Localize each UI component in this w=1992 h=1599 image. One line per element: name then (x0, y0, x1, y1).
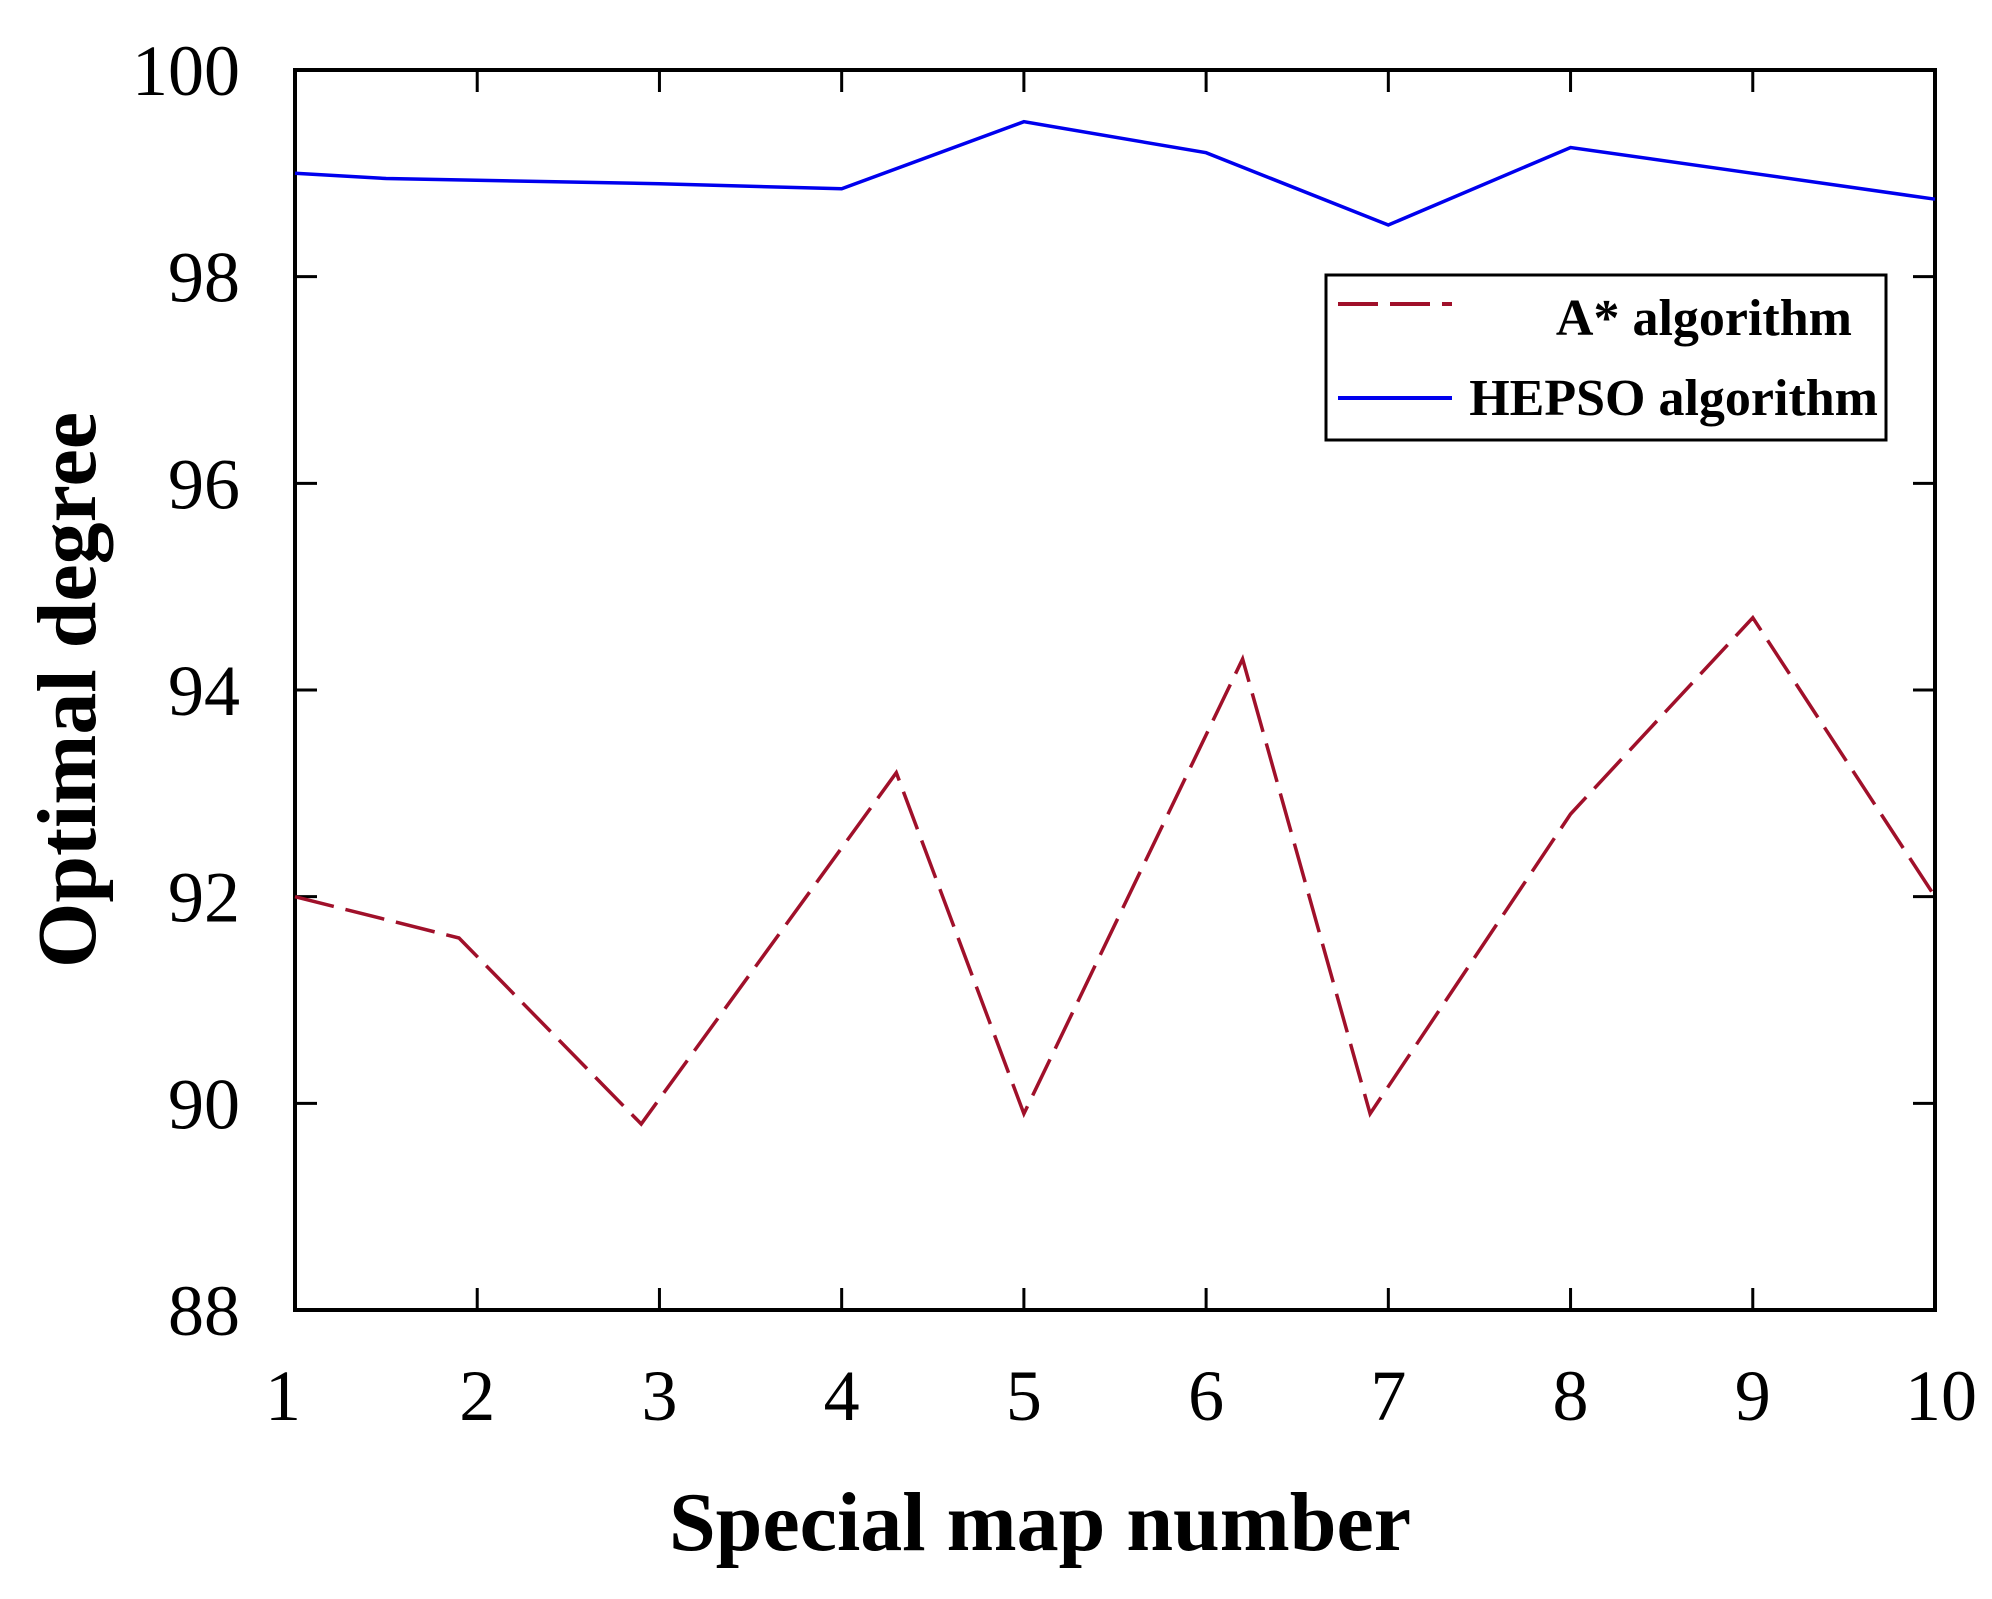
y-tick-label: 96 (168, 444, 240, 524)
x-tick-label: 10 (1905, 1356, 1977, 1436)
x-tick-label: 6 (1188, 1356, 1224, 1436)
x-axis-title: Special map number (669, 1476, 1411, 1569)
x-tick-label: 8 (1553, 1356, 1589, 1436)
x-tick-label: 4 (824, 1356, 860, 1436)
y-tick-label: 98 (168, 238, 240, 318)
y-tick-label: 92 (168, 858, 240, 938)
legend: A* algorithm HEPSO algorithm (1326, 275, 1886, 440)
x-tick-label: 7 (1370, 1356, 1406, 1436)
y-tick-label: 88 (168, 1271, 240, 1351)
x-tick-label: 2 (459, 1356, 495, 1436)
y-tick-label: 94 (168, 651, 240, 731)
x-tick-label: 1 (265, 1356, 301, 1436)
legend-label-a-star: A* algorithm (1556, 290, 1852, 347)
legend-label-hepso: HEPSO algorithm (1469, 370, 1878, 427)
plot-frame (295, 70, 1935, 1310)
y-tick-label: 90 (168, 1064, 240, 1144)
y-tick-label: 100 (132, 31, 240, 111)
x-tick-label: 5 (1006, 1356, 1042, 1436)
x-tick-label: 9 (1735, 1356, 1771, 1436)
y-axis-title: Optimal degree (21, 412, 114, 968)
x-tick-label: 3 (641, 1356, 677, 1436)
